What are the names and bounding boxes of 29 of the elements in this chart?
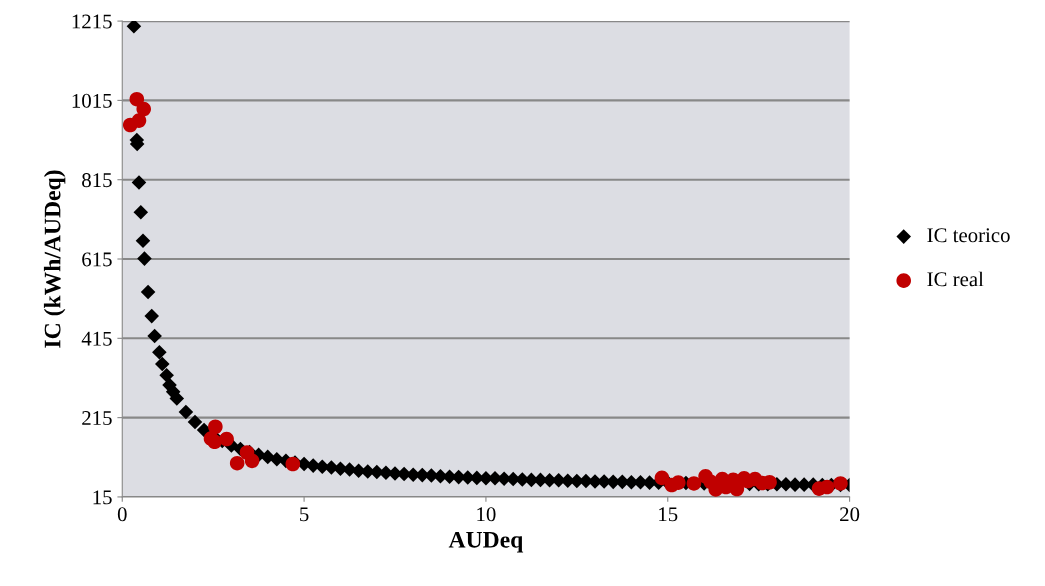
x-tick-label: 10 [477,507,496,522]
y-tick-label: 1015 [72,93,112,108]
x-tick-label: 5 [300,507,309,522]
x-axis-title: AUDeq [448,531,524,553]
point [129,91,145,107]
point [819,479,835,495]
x-tick-label: 20 [840,507,860,522]
point [219,431,234,447]
y-tick-label: 615 [82,252,112,267]
legend-label: IC real [927,271,984,287]
x-tick-label: 15 [659,507,678,522]
point [207,434,222,450]
point [729,481,745,497]
point [208,419,223,435]
y-axis-title: IC (kWh/AUDeq) [43,170,66,348]
point [671,475,686,490]
legend-label: IC teorico [927,228,1010,243]
point [686,476,702,491]
point [229,455,245,471]
y-tick-label: 815 [82,173,112,188]
y-tick-label: 1215 [72,14,112,29]
y-tick-label: 15 [93,490,112,505]
point [244,453,260,469]
x-tick-label: 0 [117,507,127,522]
point [136,101,151,117]
point [654,470,670,486]
y-tick-label: 215 [82,411,112,426]
y-tick-label: 415 [81,331,112,346]
point [131,113,147,128]
